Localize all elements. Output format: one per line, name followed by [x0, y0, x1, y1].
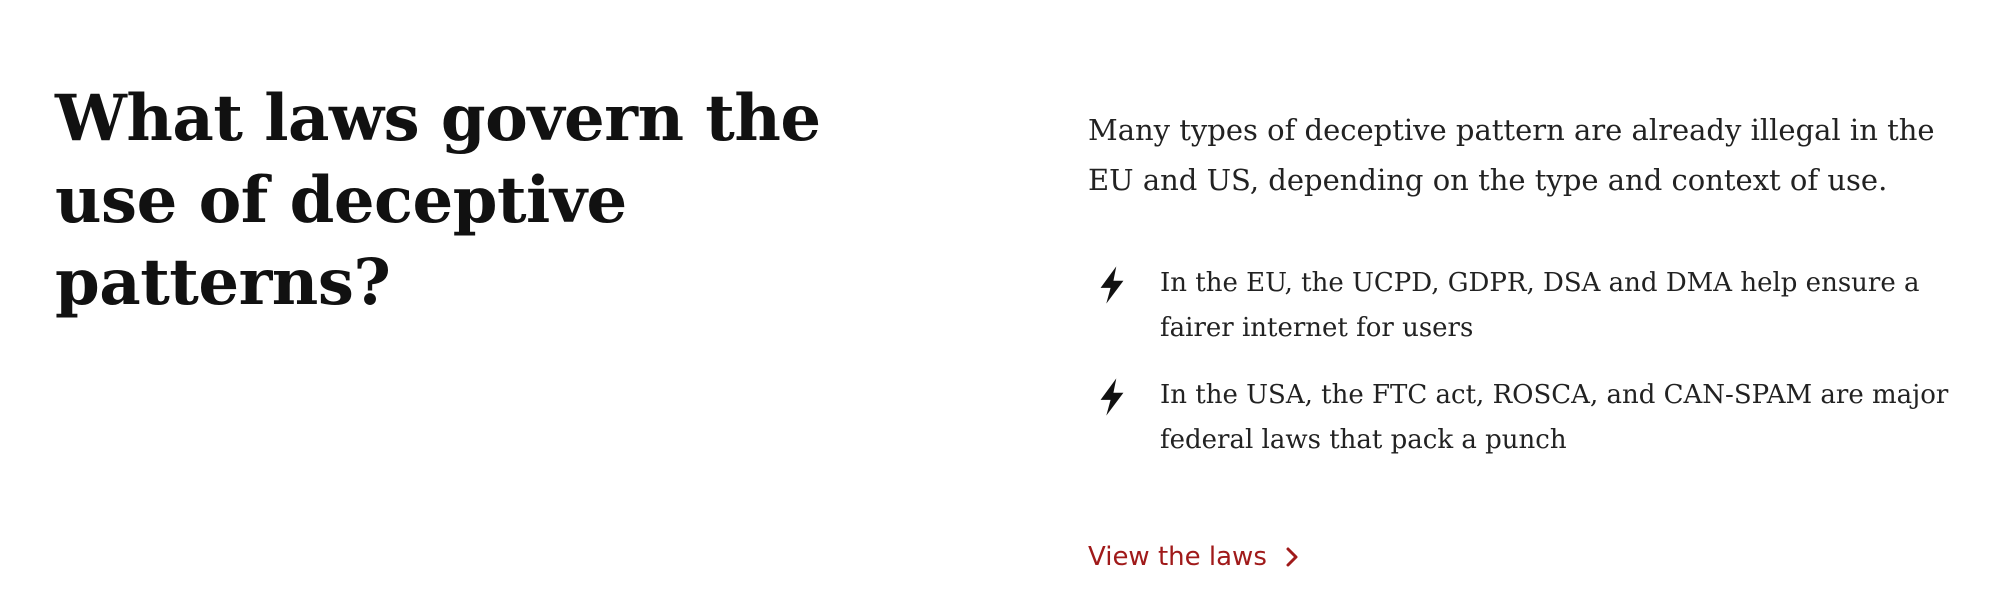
view-the-laws-label: View the laws: [1088, 542, 1267, 572]
list-item: In the USA, the FTC act, ROSCA, and CAN-…: [1088, 373, 1988, 463]
lightning-bolt-icon: [1100, 378, 1124, 416]
bullet-text: In the USA, the FTC act, ROSCA, and CAN-…: [1160, 380, 1949, 455]
bullet-text: In the EU, the UCPD, GDPR, DSA and DMA h…: [1160, 268, 1920, 343]
intro-paragraph: Many types of deceptive pattern are alre…: [1088, 113, 1935, 197]
bullet-list: In the EU, the UCPD, GDPR, DSA and DMA h…: [1088, 261, 1988, 463]
chevron-right-icon: [1286, 547, 1298, 567]
lightning-bolt-icon: [1100, 266, 1124, 304]
section-heading: What laws govern the use of deceptive pa…: [55, 81, 821, 320]
list-item: In the EU, the UCPD, GDPR, DSA and DMA h…: [1088, 261, 1988, 351]
section-content: Many types of deceptive pattern are alre…: [1088, 105, 1988, 485]
view-the-laws-link[interactable]: View the laws: [1088, 542, 1299, 572]
